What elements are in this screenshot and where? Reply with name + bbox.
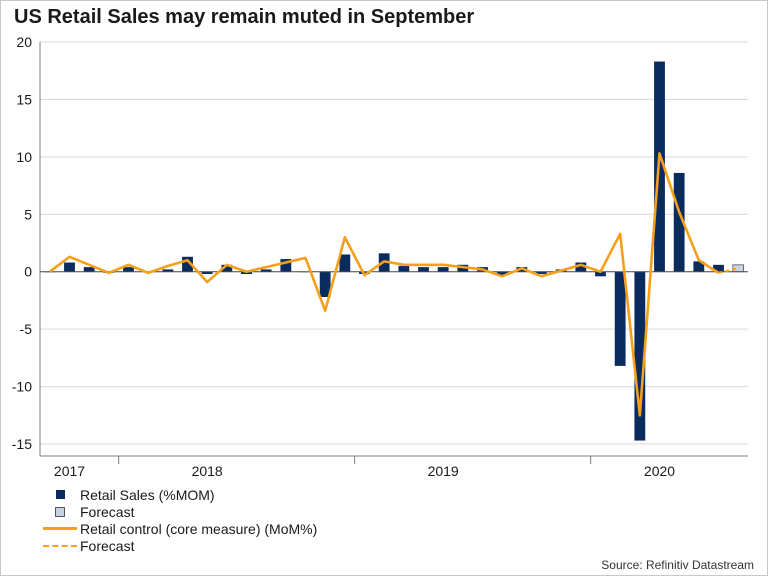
bar-retail-sales [162,269,174,272]
bar-retail-sales [64,262,75,272]
y-tick-label: 20 [16,34,32,50]
y-tick-label: -5 [20,321,33,337]
y-tick-label: 0 [24,264,32,280]
bar-retail-sales [437,267,449,272]
bar-retail-sales [398,265,410,272]
bar-retail-sales [418,267,429,272]
bar-retail-sales [201,271,213,275]
x-tick-label: 2019 [428,463,459,479]
y-tick-label: 10 [16,149,32,165]
y-tick-label: 5 [24,206,32,222]
source-note: Source: Refinitiv Datastream [601,558,754,572]
x-tick-label: 2020 [644,463,675,479]
bar-retail-sales [339,254,351,272]
bar-retail-sales [280,259,292,272]
bar-retail-sales [536,271,547,275]
legend-item-forecast-line: Forecast [40,537,317,554]
bar-retail-sales [123,267,134,272]
bar-retail-sales [634,271,646,441]
legend-item-retail-sales: Retail Sales (%MOM) [40,486,317,503]
legend-swatch-forecast-bar [55,506,65,517]
bar-retail-sales [182,256,193,272]
line-forecast [718,267,739,274]
legend-label: Retail control (core measure) (MoM%) [80,520,318,537]
legend-swatch-dashed-line [43,544,77,547]
bar-retail-sales [595,271,606,277]
y-tick-label: 15 [16,91,32,107]
bar-retail-sales [221,264,233,272]
bar-retail-sales [614,271,626,366]
line-retail-control [49,152,720,417]
legend: Retail Sales (%MOM) Forecast Retail cont… [40,486,317,554]
bar-retail-sales [496,271,508,276]
legend-swatch-bar [55,490,65,499]
legend-swatch-line [43,527,77,530]
bar-retail-sales [693,261,705,272]
legend-label: Forecast [80,503,135,520]
y-tick-label: -15 [12,436,32,452]
legend-item-retail-control: Retail control (core measure) (MoM%) [40,520,317,537]
legend-label: Forecast [80,537,135,554]
y-tick-label: -10 [12,379,32,395]
bar-retail-sales [713,264,724,272]
bar-retail-sales [673,172,685,272]
x-tick-label: 2018 [192,463,223,479]
bar-retail-sales [575,262,587,272]
bar-retail-sales [83,267,95,272]
bar-retail-sales [319,271,331,297]
legend-item-forecast-bar: Forecast [40,503,317,520]
bar-retail-sales [260,269,272,272]
legend-label: Retail Sales (%MOM) [80,486,215,503]
x-tick-label: 2017 [54,463,85,479]
chart-title: US Retail Sales may remain muted in Sept… [14,6,475,28]
